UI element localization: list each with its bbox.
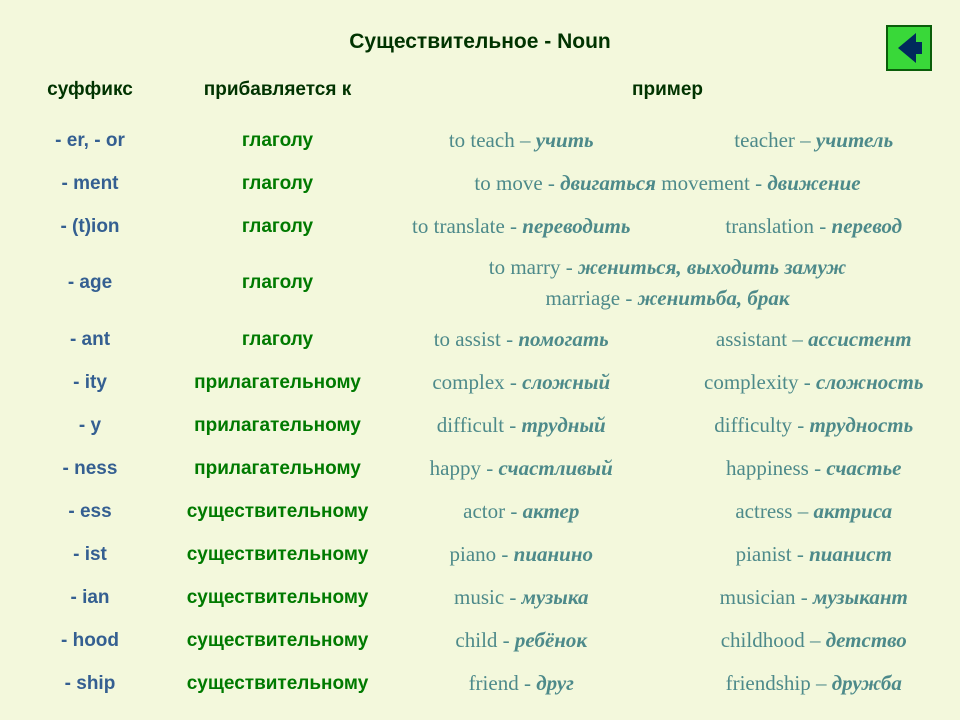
added-to-cell: глаголу: [165, 329, 390, 351]
suffix-cell: - (t)ion: [15, 216, 165, 238]
example-cell: to marry - жениться, выходить замужmarri…: [390, 252, 945, 315]
table-row: - (t)ionглаголуto translate - переводить…: [15, 205, 945, 248]
example-left: difficult - трудный: [390, 410, 653, 442]
suffix-cell: - y: [15, 415, 165, 437]
table-row: - mentглаголу to move - двигаться movemen…: [15, 162, 945, 205]
example-pair: happy - счастливый happiness - счастье: [390, 453, 945, 485]
back-button[interactable]: [886, 25, 932, 71]
example-cell: complex - сложный complexity - сложность: [390, 367, 945, 399]
example-right: difficulty - трудность: [683, 410, 946, 442]
added-to-cell: существительному: [165, 501, 390, 523]
example-left: piano - пианино: [390, 539, 653, 571]
added-to-cell: глаголу: [165, 130, 390, 152]
example-right: translation - перевод: [683, 211, 946, 243]
suffix-cell: - ist: [15, 544, 165, 566]
example-pair: to assist - помогать assistant – ассистен…: [390, 324, 945, 356]
table-row: - essсуществительномуactor - актер actres…: [15, 490, 945, 533]
example-cell: piano - пианино pianist - пианист: [390, 539, 945, 571]
header-added-to: прибавляется к: [165, 79, 390, 101]
suffix-cell: - ant: [15, 329, 165, 351]
table-header: суффикс прибавляется к пример: [15, 79, 945, 101]
added-to-cell: существительному: [165, 673, 390, 695]
example-pair: piano - пианино pianist - пианист: [390, 539, 945, 571]
suffix-cell: - age: [15, 272, 165, 294]
added-to-cell: существительному: [165, 587, 390, 609]
table-row: - er, - orглаголуto teach – учить teacher…: [15, 119, 945, 162]
table-row: - shipсуществительномуfriend - другfrien…: [15, 662, 945, 705]
example-left: music - музыка: [390, 582, 653, 614]
added-to-cell: глаголу: [165, 272, 390, 294]
added-to-cell: существительному: [165, 630, 390, 652]
suffix-cell: - er, - or: [15, 130, 165, 152]
example-right: assistant – ассистент: [683, 324, 946, 356]
example-right: pianist - пианист: [683, 539, 946, 571]
example-pair: difficult - трудный difficulty - трудност…: [390, 410, 945, 442]
example-line: to marry - жениться, выходить замуж: [489, 252, 847, 284]
suffix-cell: - hood: [15, 630, 165, 652]
example-line: to move - двигаться movement - движение: [474, 168, 860, 200]
example-cell: to move - двигаться movement - движение: [390, 168, 945, 200]
table-body: - er, - orглаголуto teach – учитьteacher…: [15, 119, 945, 705]
suffix-cell: - ity: [15, 372, 165, 394]
table-row: - ianсуществительномуmusic - музыкаmusic…: [15, 576, 945, 619]
page-title: Существительное - Noun: [15, 30, 945, 54]
suffix-cell: - ment: [15, 173, 165, 195]
example-left: actor - актер: [390, 496, 653, 528]
example-pair: music - музыка musician - музыкант: [390, 582, 945, 614]
example-right: happiness - счастье: [683, 453, 946, 485]
example-cell: to translate - переводить translation - п…: [390, 211, 945, 243]
example-cell: difficult - трудный difficulty - трудност…: [390, 410, 945, 442]
example-pair: child - ребёнок childhood – детство: [390, 625, 945, 657]
example-pair: friend - друг friendship – дружба: [390, 668, 945, 700]
example-left: to teach – учить: [390, 125, 653, 157]
added-to-cell: прилагательному: [165, 458, 390, 480]
example-left: happy - счастливый: [390, 453, 653, 485]
suffix-cell: - ness: [15, 458, 165, 480]
example-right: friendship – дружба: [683, 668, 946, 700]
back-arrow-icon: [888, 27, 930, 69]
suffix-cell: - ian: [15, 587, 165, 609]
suffix-cell: - ship: [15, 673, 165, 695]
example-right: teacher – учитель: [683, 125, 946, 157]
example-line: marriage - женитьба, брак: [545, 283, 789, 315]
example-cell: actor - актер actress – актриса: [390, 496, 945, 528]
example-left: to translate - переводить: [390, 211, 653, 243]
example-right: musician - музыкант: [683, 582, 946, 614]
example-cell: happy - счастливый happiness - счастье: [390, 453, 945, 485]
table-row: - antглаголуto assist - помогать assistan…: [15, 318, 945, 361]
example-left: friend - друг: [390, 668, 653, 700]
example-right: childhood – детство: [683, 625, 946, 657]
added-to-cell: прилагательному: [165, 415, 390, 437]
example-right: complexity - сложность: [683, 367, 946, 399]
added-to-cell: глаголу: [165, 173, 390, 195]
suffix-cell: - ess: [15, 501, 165, 523]
example-cell: friend - друг friendship – дружба: [390, 668, 945, 700]
example-left: to assist - помогать: [390, 324, 653, 356]
example-cell: music - музыка musician - музыкант: [390, 582, 945, 614]
table-row: - hoodсуществительномуchild - ребёнокchi…: [15, 619, 945, 662]
example-pair: to teach – учить teacher – учитель: [390, 125, 945, 157]
example-left: complex - сложный: [390, 367, 653, 399]
example-pair: complex - сложный complexity - сложность: [390, 367, 945, 399]
added-to-cell: глаголу: [165, 216, 390, 238]
example-cell: child - ребёнок childhood – детство: [390, 625, 945, 657]
table-row: - ityприлагательномуcomplex - сложныйcom…: [15, 361, 945, 404]
table-row: - nessприлагательномуhappy - счастливыйh…: [15, 447, 945, 490]
header-suffix: суффикс: [15, 79, 165, 101]
header-example: пример: [390, 79, 945, 101]
table-row: - yприлагательномуdifficult - трудныйdif…: [15, 404, 945, 447]
example-left: child - ребёнок: [390, 625, 653, 657]
table-row: - istсуществительномуpiano - пианиноpian…: [15, 533, 945, 576]
example-cell: to assist - помогать assistant – ассистен…: [390, 324, 945, 356]
added-to-cell: существительному: [165, 544, 390, 566]
added-to-cell: прилагательному: [165, 372, 390, 394]
example-pair: to translate - переводить translation - п…: [390, 211, 945, 243]
example-pair: actor - актер actress – актриса: [390, 496, 945, 528]
example-cell: to teach – учить teacher – учитель: [390, 125, 945, 157]
example-right: actress – актриса: [683, 496, 946, 528]
table-row: - ageглаголуto marry - жениться, выходит…: [15, 248, 945, 318]
content-container: Существительное - Noun суффикс прибавляе…: [0, 0, 960, 715]
